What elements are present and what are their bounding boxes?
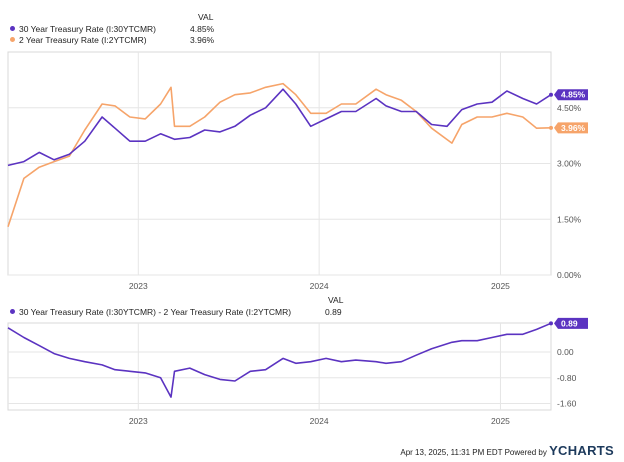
series-end-point [549, 321, 553, 326]
value-badge-bg [554, 317, 588, 329]
y-tick-label: 4.50% [557, 103, 582, 113]
series-line [7, 88, 552, 167]
top-chart: 0.00% 1.50% 3.00% 4.50% 2023 2024 2025 4.85% 3.9… [7, 51, 588, 291]
footer-timestamp: Apr 13, 2025, 11:31 PM EDT Powered by [400, 448, 547, 457]
series-dot-icon [10, 37, 15, 42]
footer: Apr 13, 2025, 11:31 PM EDT Powered by YC… [400, 443, 614, 458]
legend-item-2yr[interactable]: 2 Year Treasury Rate (I:2YTCMR) 3.96% [10, 35, 220, 46]
series-line [7, 82, 552, 227]
y-tick-label: -1.60 [557, 399, 577, 409]
legend-item-label: 30 Year Treasury Rate (I:30YTCMR) [19, 24, 157, 34]
series-end-point [549, 125, 553, 130]
x-tick-label: 2025 [491, 281, 510, 291]
legend-bottom: VAL 30 Year Treasury Rate (I:30YTCMR) - … [10, 295, 350, 321]
value-badge-bg [554, 122, 588, 134]
y-tick-label: -0.80 [557, 373, 577, 383]
series-line [7, 322, 552, 398]
legend-item-value: 4.85% [190, 24, 215, 34]
legend-item-spread[interactable]: 30 Year Treasury Rate (I:30YTCMR) - 2 Ye… [10, 307, 350, 318]
bottom-chart: 0.00 -0.80 -1.60 2023 2024 2025 0.89 [7, 317, 588, 426]
value-badge-label: 4.85% [561, 90, 586, 100]
x-tick-label: 2024 [310, 281, 329, 291]
legend-item-label: 2 Year Treasury Rate (I:2YTCMR) [19, 35, 147, 45]
x-tick-label: 2023 [129, 281, 148, 291]
value-badge-label: 3.96% [561, 123, 586, 133]
y-tick-label: 1.50% [557, 214, 582, 224]
value-badge: 4.85% [554, 89, 588, 101]
x-tick-label: 2023 [129, 416, 148, 426]
ycharts-logo: YCHARTS [549, 443, 614, 458]
legend-item-value: 3.96% [190, 35, 215, 45]
value-badge: 3.96% [554, 122, 588, 134]
legend-item-value: 0.89 [325, 307, 342, 317]
legend-top-val-header: VAL [198, 12, 214, 22]
legend-top: VAL 30 Year Treasury Rate (I:30YTCMR) 4.… [10, 10, 220, 46]
y-tick-label: 0.00 [557, 347, 574, 357]
value-badge-label: 0.89 [561, 318, 578, 328]
legend-item-30yr[interactable]: 30 Year Treasury Rate (I:30YTCMR) 4.85% [10, 24, 220, 35]
plot-frame [7, 322, 552, 411]
legend-bottom-val-header: VAL [328, 295, 344, 305]
y-tick-label: 0.00% [557, 270, 582, 280]
legend-item-label: 30 Year Treasury Rate (I:30YTCMR) - 2 Ye… [19, 307, 292, 317]
value-badge-bg [554, 89, 588, 101]
series-dot-icon [10, 309, 15, 314]
series-dot-icon [10, 26, 15, 31]
series-end-point [549, 92, 553, 97]
value-badge: 0.89 [554, 317, 588, 329]
x-tick-label: 2025 [491, 416, 510, 426]
x-tick-label: 2024 [310, 416, 329, 426]
y-tick-label: 3.00% [557, 159, 582, 169]
